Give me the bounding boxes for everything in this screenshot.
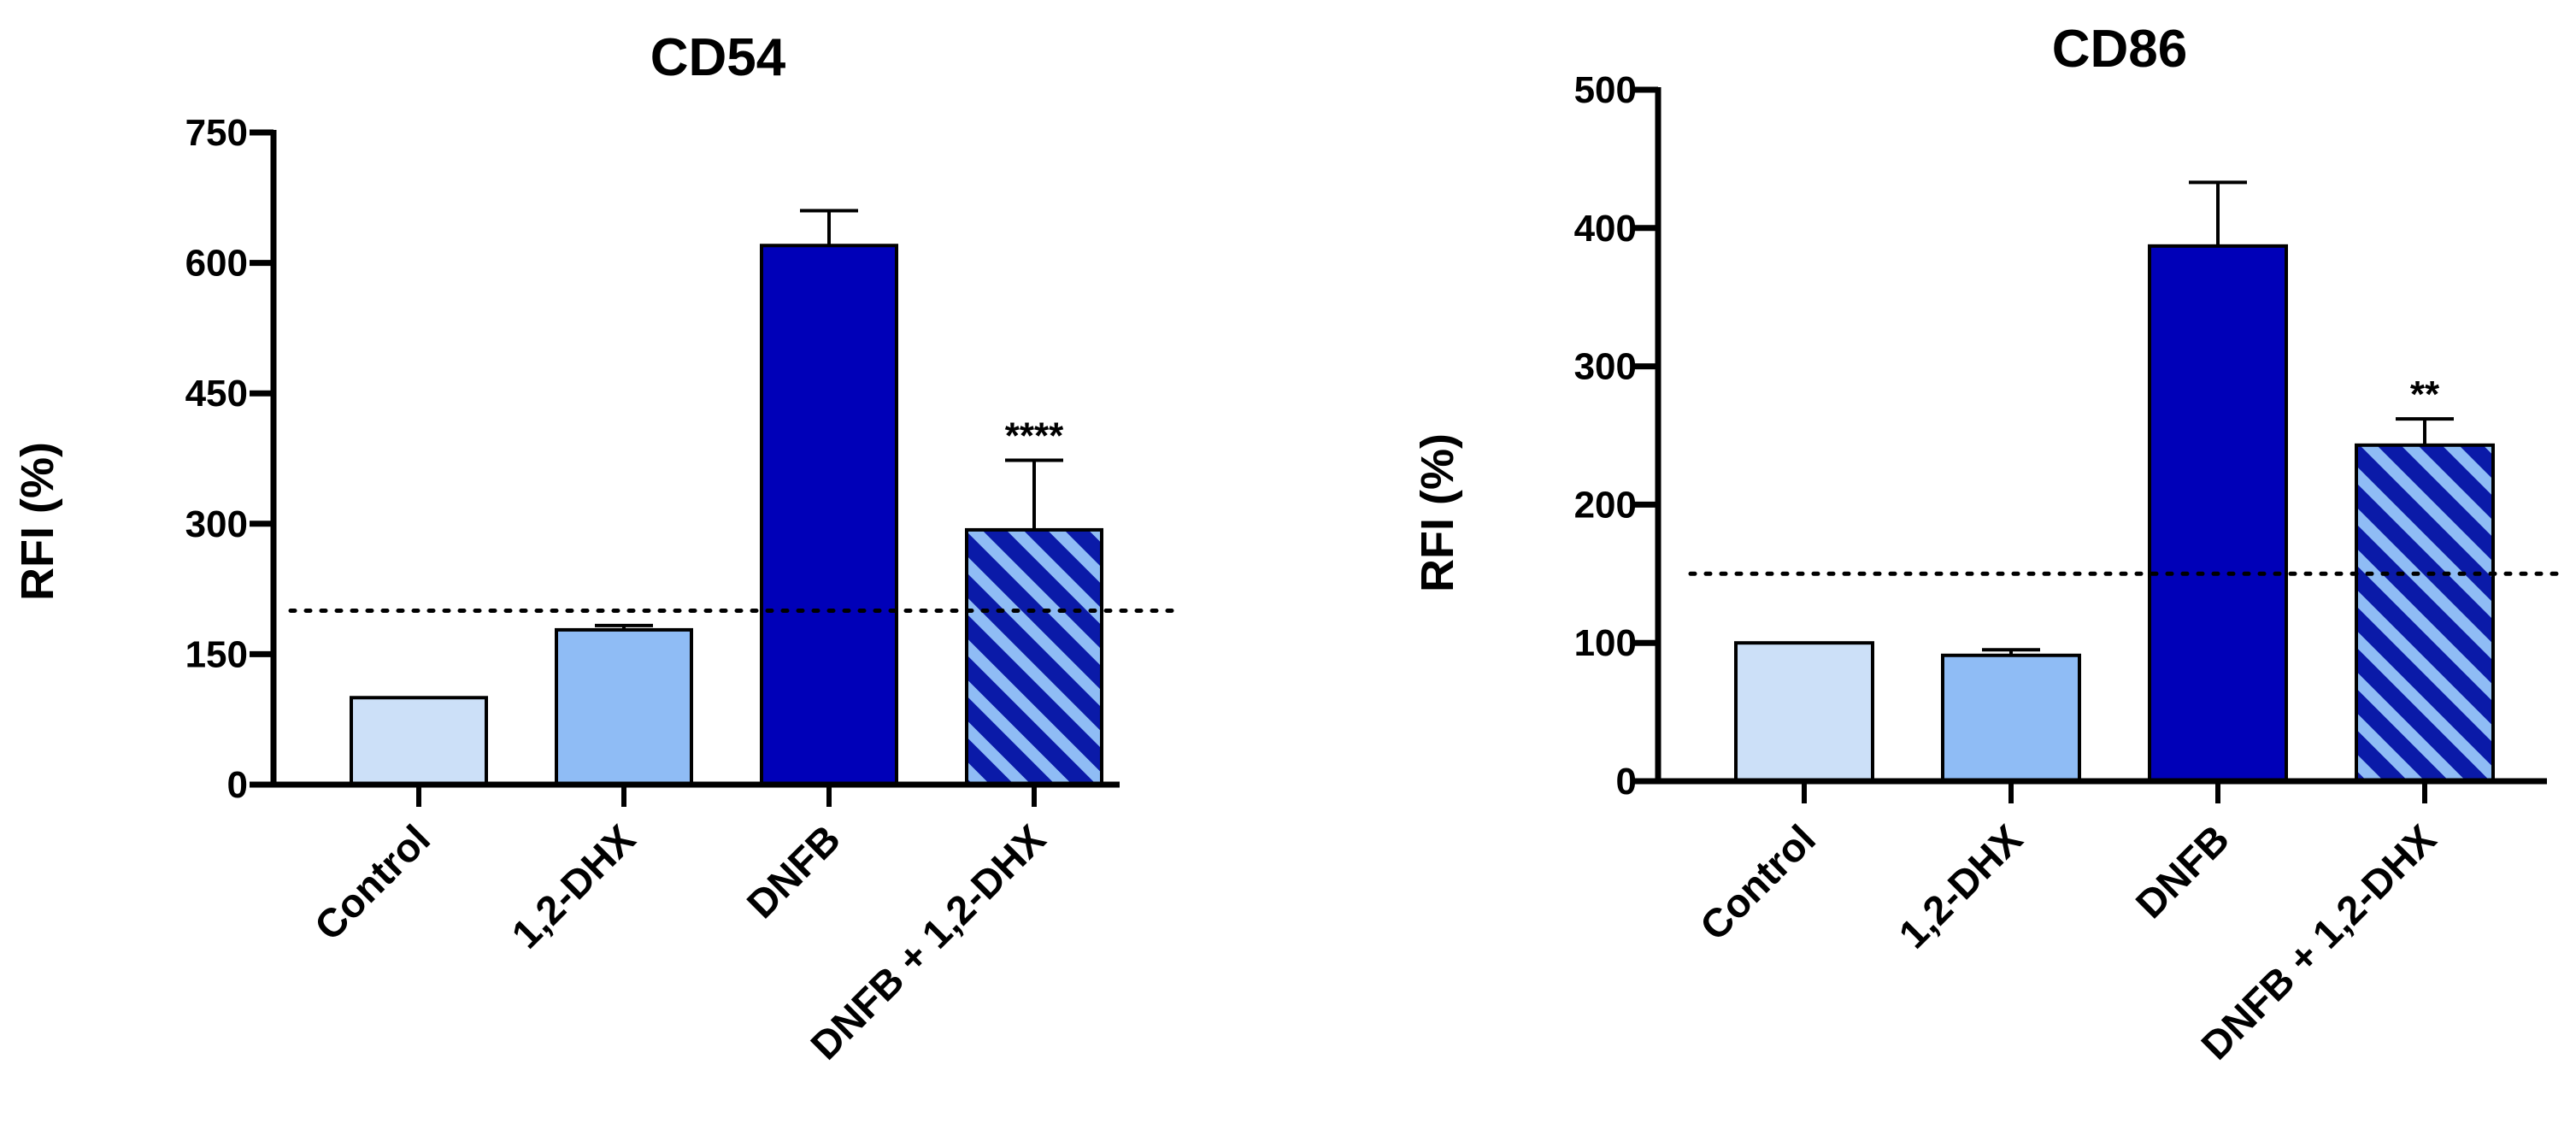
x-tick-label: DNFB (2126, 816, 2238, 927)
y-axis-label: RFI (%) (12, 442, 63, 601)
y-tick-label: 450 (185, 373, 248, 415)
chart-cd86: CD86 RFI (%) 0 100 200 300 400 500 Control 1,2-… (1412, 20, 2567, 1068)
significance-label: ** (2410, 374, 2440, 415)
bar-dnfb-1-2-dhx (2355, 443, 2495, 783)
chart-title: CD54 (650, 28, 786, 87)
x-tick-label: Control (1691, 816, 1824, 950)
y-tick-label: 0 (1616, 761, 1637, 803)
x-tick-label: Control (305, 816, 438, 950)
y-tick-label: 300 (185, 503, 248, 545)
y-tick-label: 500 (1574, 69, 1637, 111)
bar-dnfb (760, 244, 898, 786)
chart-title: CD86 (2052, 20, 2188, 79)
y-tick-label: 750 (185, 112, 248, 154)
x-tick-label: DNFB (738, 816, 849, 927)
y-tick-label: 300 (1574, 346, 1637, 388)
chart-cd54: CD54 RFI (%) 0 150 300 450 600 750 Control 1,2-… (12, 28, 1182, 1068)
y-tick-label: 150 (185, 633, 248, 675)
x-tick-label: 1,2-DHX (1890, 816, 2031, 957)
bar-1-2-dhx (555, 627, 693, 786)
y-tick-label: 100 (1574, 622, 1637, 664)
bar-control (350, 696, 488, 786)
y-tick-label: 600 (185, 243, 248, 285)
x-tick-label: 1,2-DHX (503, 816, 644, 957)
y-tick-label: 400 (1574, 208, 1637, 250)
significance-label: **** (1005, 415, 1064, 457)
bar-1-2-dhx (1941, 653, 2081, 784)
y-tick-label: 200 (1574, 484, 1637, 526)
bar-dnfb (2148, 244, 2288, 784)
y-tick-label: 0 (227, 764, 248, 806)
bar-control (1734, 641, 1874, 784)
bar-dnfb-1-2-dhx (965, 527, 1103, 786)
y-axis-label: RFI (%) (1412, 433, 1463, 592)
